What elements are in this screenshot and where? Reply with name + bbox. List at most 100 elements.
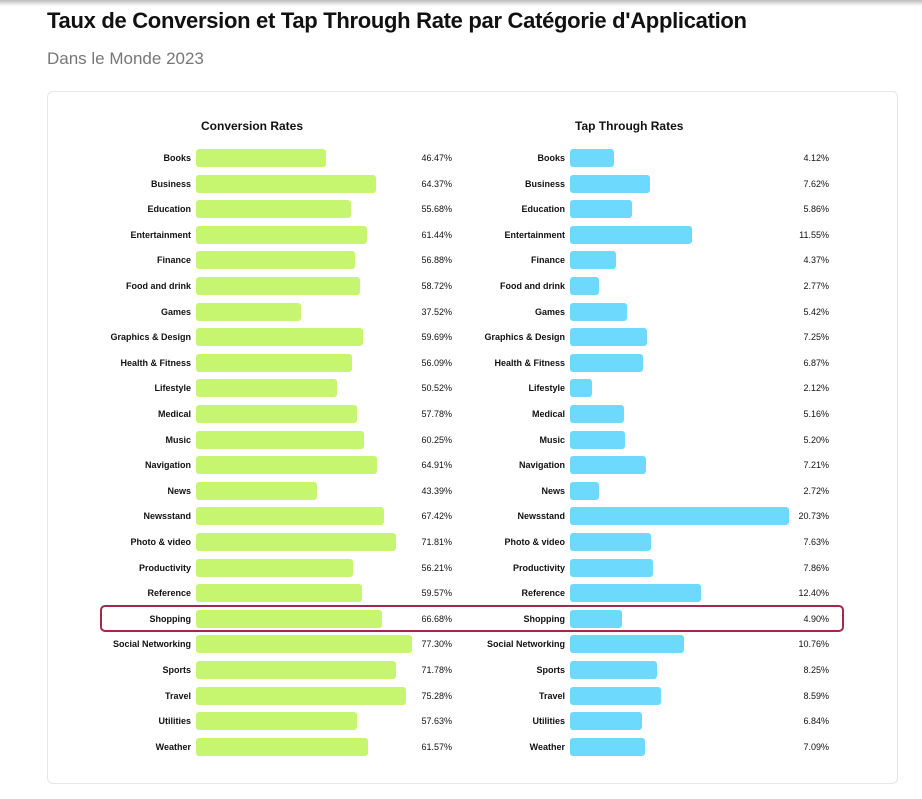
- conversion-value-label: 60.25%: [421, 434, 452, 445]
- tap-through-value-label: 6.87%: [803, 357, 829, 368]
- tap-through-category-label: Graphics & Design: [484, 332, 565, 343]
- tap-through-value-label: 2.77%: [803, 281, 829, 291]
- tap-through-category-label: Business: [524, 178, 565, 189]
- conversion-value-label: 66.68%: [421, 613, 452, 624]
- conversion-bar: [196, 200, 352, 219]
- tap-through-category-label: Weather: [529, 741, 565, 752]
- conversion-bar: [196, 174, 376, 193]
- conversion-bar: [196, 584, 363, 603]
- tap-through-value-label: 7.09%: [803, 741, 829, 752]
- conversion-value-label: 75.28%: [421, 690, 452, 701]
- tap-through-bar: [570, 225, 692, 244]
- conversion-bar: [196, 302, 301, 321]
- conversion-category-label: Books: [163, 153, 191, 163]
- conversion-category-label: Business: [150, 178, 191, 189]
- tap-through-category-label: Medical: [531, 409, 565, 419]
- conversion-bar: [196, 635, 412, 654]
- conversion-value-label: 46.47%: [421, 153, 452, 163]
- tap-through-value-label: 4.37%: [803, 255, 829, 266]
- tap-through-value-label: 7.25%: [803, 332, 829, 343]
- conversion-category-label: Newsstand: [143, 511, 191, 522]
- conversion-bar: [196, 328, 363, 347]
- tap-through-value-label: 12.40%: [798, 588, 829, 599]
- conversion-value-label: 77.30%: [421, 639, 452, 650]
- conversion-bar: [196, 507, 385, 526]
- tap-through-category-label: Lifestyle: [528, 383, 565, 394]
- tap-through-bar: [570, 609, 622, 628]
- conversion-category-label: Sports: [162, 665, 191, 675]
- tap-through-bar: [570, 481, 599, 500]
- highlight-box-shopping: [100, 605, 844, 632]
- tap-through-bar: [570, 379, 593, 398]
- conversion-bar: [196, 737, 368, 756]
- conversion-category-label: Health & Fitness: [120, 357, 191, 368]
- tap-through-panel-title: Tap Through Rates: [575, 119, 684, 133]
- tap-through-category-label: Food and drink: [500, 281, 565, 291]
- conversion-value-label: 67.42%: [421, 511, 452, 522]
- conversion-category-label: Social Networking: [112, 639, 191, 650]
- conversion-category-label: Reference: [147, 588, 191, 599]
- tap-through-bar: [570, 712, 643, 731]
- tap-through-value-label: 7.63%: [803, 537, 829, 547]
- conversion-category-label: Medical: [157, 409, 191, 419]
- tap-through-bar: [570, 507, 789, 526]
- tap-through-bar: [570, 251, 617, 270]
- conversion-category-label: Travel: [164, 690, 191, 701]
- tap-through-value-label: 7.21%: [803, 460, 829, 471]
- conversion-category-label: Entertainment: [130, 229, 191, 240]
- conversion-bar: [196, 251, 355, 270]
- tap-through-category-label: Travel: [538, 690, 565, 701]
- tap-through-bar: [570, 558, 653, 577]
- tap-through-category-label: Reference: [521, 588, 565, 599]
- tap-through-category-label: Utilities: [532, 716, 565, 727]
- conversion-bar: [196, 353, 353, 372]
- tap-through-value-label: 2.72%: [803, 485, 829, 496]
- conversion-category-label: Photo & video: [130, 537, 192, 547]
- conversion-category-label: Utilities: [158, 716, 191, 727]
- conversion-bar: [196, 379, 337, 398]
- tap-through-bar: [570, 430, 625, 449]
- tap-through-bar: [570, 149, 614, 167]
- conversion-value-label: 64.37%: [421, 178, 452, 189]
- tap-through-value-label: 5.16%: [803, 409, 829, 419]
- conversion-value-label: 64.91%: [421, 460, 452, 471]
- conversion-bar: [196, 712, 357, 731]
- conversion-value-label: 71.78%: [421, 665, 452, 675]
- conversion-value-label: 56.88%: [421, 255, 452, 266]
- tap-through-category-label: Newsstand: [517, 511, 565, 522]
- tap-through-category-label: Entertainment: [504, 229, 565, 240]
- conversion-bar: [196, 533, 397, 551]
- tap-through-bar: [570, 200, 632, 219]
- page-subtitle: Dans le Monde 2023: [47, 49, 204, 68]
- tap-through-bar: [570, 737, 645, 756]
- tap-through-bar: [570, 533, 651, 551]
- tap-through-category-label: Health & Fitness: [494, 357, 565, 368]
- tap-through-value-label: 5.42%: [803, 306, 829, 317]
- conversion-value-label: 59.57%: [421, 588, 452, 599]
- conversion-bar: [196, 661, 397, 679]
- tap-through-category-label: Shopping: [523, 613, 566, 624]
- tap-through-value-label: 7.86%: [803, 562, 829, 573]
- tap-through-category-label: Music: [539, 434, 565, 445]
- conversion-category-label: Shopping: [149, 613, 192, 624]
- conversion-category-label: Lifestyle: [154, 383, 191, 394]
- conversion-bar: [196, 405, 358, 423]
- tap-through-category-label: Navigation: [518, 460, 565, 471]
- tap-through-bar: [570, 686, 661, 705]
- conversion-category-label: News: [167, 485, 191, 496]
- tap-through-value-label: 4.90%: [803, 613, 829, 624]
- tap-through-value-label: 5.86%: [803, 204, 829, 215]
- conversion-value-label: 56.21%: [421, 562, 452, 573]
- conversion-category-label: Finance: [156, 255, 191, 266]
- conversion-value-label: 57.63%: [421, 716, 452, 727]
- window-top-shadow: [0, 0, 922, 6]
- conversion-bar: [196, 149, 326, 167]
- conversion-bar: [196, 277, 360, 295]
- conversion-value-label: 56.09%: [421, 357, 452, 368]
- conversion-bar: [196, 609, 383, 628]
- tap-through-category-label: Social Networking: [486, 639, 565, 650]
- conversion-panel-title: Conversion Rates: [201, 119, 304, 133]
- tap-through-bar: [570, 635, 684, 654]
- conversion-value-label: 50.52%: [421, 383, 452, 394]
- conversion-value-label: 58.72%: [421, 281, 452, 291]
